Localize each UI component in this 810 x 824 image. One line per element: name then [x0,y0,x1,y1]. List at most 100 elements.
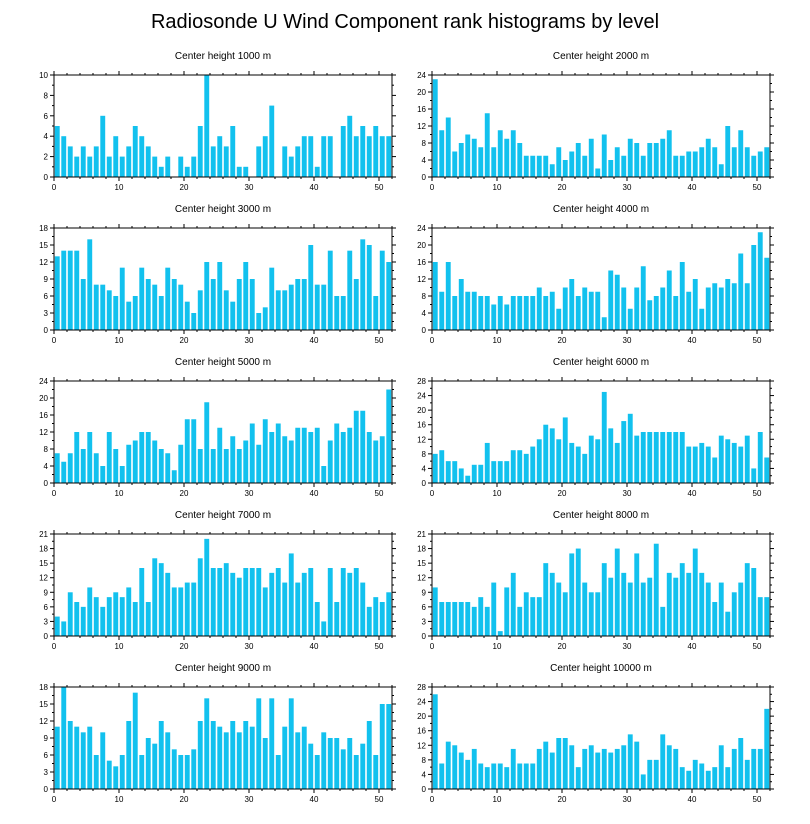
histogram-bar [262,419,268,483]
histogram-bar [67,453,73,483]
y-tick-label: 4 [422,464,427,473]
histogram-bar [347,115,353,177]
histogram-bar [504,138,510,177]
histogram-bar [334,296,340,330]
histogram-bar [340,126,346,177]
histogram-bar [660,287,666,330]
histogram-bar [158,449,164,483]
histogram-bar [666,130,672,177]
y-tick-label: 12 [417,741,426,750]
histogram-panel: Center height 5000 m 0 4 8 12 16 20 24 0 10 20 30 40… [39,357,396,498]
histogram-bar [54,453,60,483]
histogram-bar [523,592,529,636]
x-tick-label: 40 [688,183,697,192]
histogram-bar [608,752,614,789]
histogram-bar [705,287,711,330]
histogram-bar [491,461,497,483]
histogram-bar [757,748,763,789]
histogram-bar [478,597,484,636]
histogram-bar [569,279,575,330]
histogram-bar [275,568,281,636]
y-tick-label: 3 [44,768,49,777]
histogram-bar [139,267,145,330]
histogram-bar [432,587,438,636]
x-tick-label: 30 [623,795,632,804]
histogram-bar [627,308,633,330]
y-tick-label: 6 [44,603,49,612]
y-tick-label: 20 [39,394,48,403]
histogram-bar [497,763,503,789]
histogram-bar [757,432,763,483]
x-tick-label: 20 [558,183,567,192]
histogram-bar [321,284,327,330]
histogram-bar [243,568,249,636]
x-tick-label: 30 [623,642,632,651]
histogram-bar [67,721,73,789]
histogram-bar [725,126,731,177]
histogram-bar [582,582,588,636]
histogram-bar [588,435,594,483]
x-tick-label: 50 [753,489,762,498]
histogram-bar [100,466,106,483]
histogram-bar [340,749,346,789]
histogram-bar [432,79,438,177]
histogram-bar [757,597,763,636]
histogram-bar [74,432,80,483]
y-tick-label: 20 [417,88,426,97]
x-tick-label: 0 [52,642,57,651]
histogram-bar [601,563,607,636]
histogram-bar [660,606,666,636]
histogram-bar [373,440,379,483]
histogram-bar [653,432,659,483]
histogram-bar [256,698,262,789]
histogram-bar [699,442,705,483]
histogram-bar [764,597,770,636]
x-tick-label: 20 [180,489,189,498]
histogram-bar [295,427,301,483]
histogram-bar [54,126,60,177]
y-tick-label: 0 [44,173,49,182]
x-tick-label: 10 [493,489,502,498]
histogram-bar [523,763,529,789]
y-tick-label: 16 [417,258,426,267]
histogram-bar [588,138,594,177]
histogram-bar [556,308,562,330]
histogram-bar [510,296,516,330]
histogram-bar [113,296,119,330]
histogram-bar [360,239,366,330]
histogram-bar [679,563,685,636]
y-tick-label: 8 [44,91,49,100]
histogram-bar [340,296,346,330]
histogram-bar [295,732,301,789]
histogram-bar [471,138,477,177]
histogram-bar [269,432,275,483]
histogram-bar [236,577,242,636]
histogram-bar [308,432,314,483]
panel-title: Center height 4000 m [553,204,649,215]
histogram-bar [347,250,353,330]
panel-title: Center height 6000 m [553,357,649,368]
histogram-bar [171,470,177,483]
y-tick-label: 3 [44,309,49,318]
y-tick-label: 16 [39,411,48,420]
histogram-bar [178,156,184,177]
histogram-bar [510,450,516,483]
histogram-bar [660,138,666,177]
y-tick-label: 16 [417,421,426,430]
x-tick-label: 10 [115,336,124,345]
histogram-bar [608,270,614,330]
histogram-bar [686,446,692,483]
histogram-bar [634,435,640,483]
histogram-bar [705,446,711,483]
x-tick-label: 40 [310,336,319,345]
histogram-bar [139,755,145,789]
histogram-bar [314,602,320,636]
histogram-bar [673,296,679,330]
y-tick-label: 12 [39,717,48,726]
histogram-bar [471,606,477,636]
histogram-bar [113,592,119,636]
histogram-bar [465,759,471,789]
x-tick-label: 10 [493,642,502,651]
histogram-bar [465,602,471,636]
histogram-bar [432,694,438,789]
